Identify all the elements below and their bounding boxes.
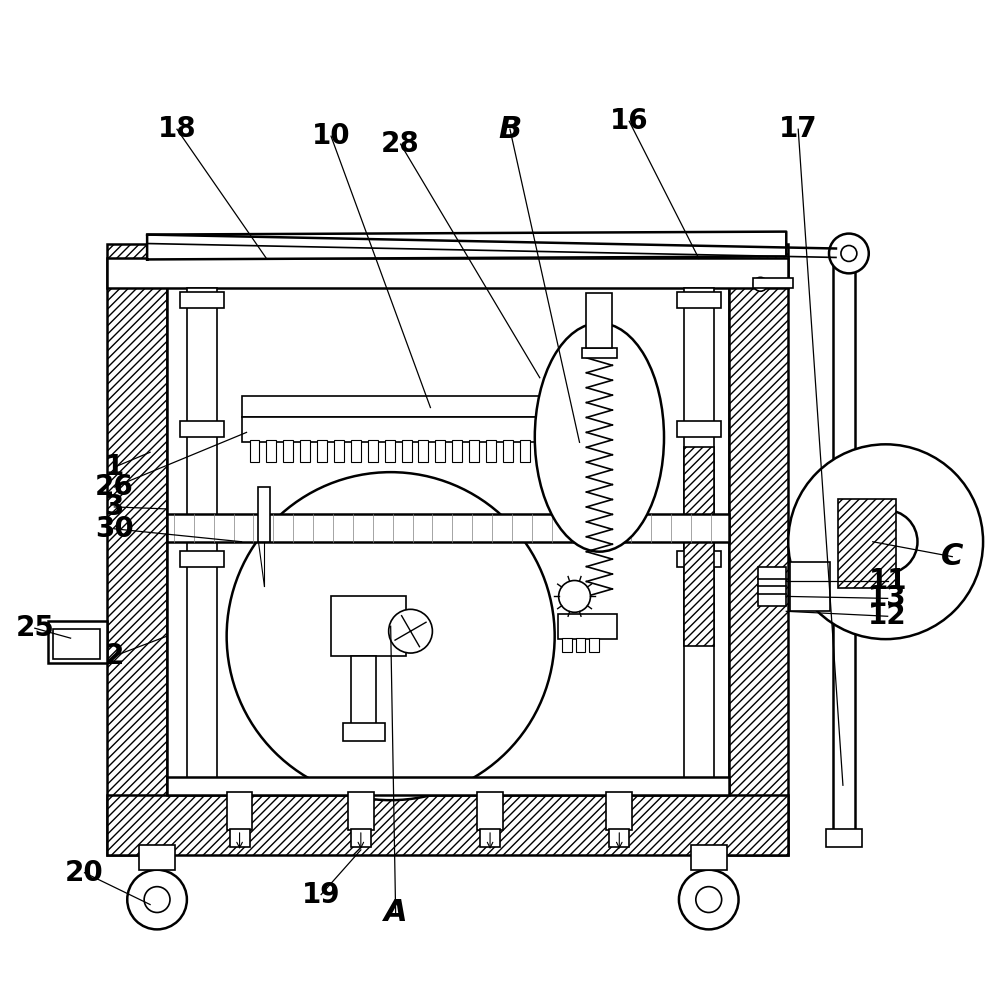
Bar [230,829,250,847]
Circle shape [696,887,722,912]
Bar [790,562,830,611]
Bar [418,440,428,462]
Bar [385,440,395,462]
Bar [107,244,167,855]
Bar [351,656,376,726]
Bar [402,440,412,462]
Bar [368,440,378,462]
Text: 18: 18 [158,115,196,143]
Bar [343,723,385,741]
Text: 16: 16 [610,107,649,135]
Bar [348,792,374,830]
Bar [729,244,788,855]
Bar [576,638,585,652]
Circle shape [753,277,767,291]
Bar [452,440,462,462]
Bar [586,293,612,348]
Bar [48,621,107,663]
Text: 10: 10 [312,122,350,150]
Bar [167,514,729,542]
Bar [753,278,793,288]
Bar [180,421,224,437]
Bar [677,292,721,308]
Text: 3: 3 [105,493,124,521]
Text: 26: 26 [95,473,134,501]
Bar [609,829,629,847]
Bar [242,417,599,442]
Circle shape [389,609,432,653]
Bar [677,421,721,437]
Text: 25: 25 [15,614,54,642]
Text: B: B [498,114,522,144]
Text: 13: 13 [868,584,907,612]
Circle shape [679,870,739,929]
Ellipse shape [535,323,664,552]
Bar [606,792,632,830]
Bar [582,348,617,358]
Bar [589,638,599,652]
Bar [826,829,862,847]
Bar [571,440,581,462]
Bar [758,567,786,606]
Bar [503,440,513,462]
Bar [331,596,406,656]
Bar [469,440,479,462]
Circle shape [788,444,983,639]
Text: 30: 30 [95,515,134,543]
Bar [537,440,547,462]
Bar [435,440,445,462]
Text: 12: 12 [868,602,907,630]
Text: 28: 28 [381,130,420,158]
Bar [477,792,503,830]
Bar [351,440,361,462]
Bar [587,440,597,462]
Bar [53,629,100,659]
Bar [107,258,788,288]
Bar [480,829,500,847]
Bar [300,440,310,462]
Circle shape [841,246,857,261]
Bar [351,829,371,847]
Bar [258,487,270,542]
Circle shape [854,510,917,574]
Bar [677,551,721,567]
Bar [562,638,572,652]
Bar [180,292,224,308]
Bar [139,845,175,870]
Bar [187,288,217,795]
Text: 1: 1 [105,453,124,481]
Bar [554,440,564,462]
Bar [558,614,617,639]
Text: 11: 11 [868,568,907,595]
Bar [684,447,714,646]
Text: 20: 20 [65,859,104,887]
Circle shape [829,234,869,273]
Bar [107,795,788,855]
Circle shape [144,887,170,912]
Text: 17: 17 [779,115,818,143]
Bar [266,440,276,462]
Bar [317,440,327,462]
Bar [180,551,224,567]
Text: 2: 2 [105,642,124,670]
Bar [167,777,729,795]
Circle shape [227,472,555,800]
Bar [684,288,714,795]
Bar [250,440,259,462]
Text: A: A [384,898,407,927]
Circle shape [559,580,590,612]
Bar [283,440,293,462]
Bar [838,499,896,588]
Text: C: C [941,542,963,572]
Bar [833,253,855,840]
Text: 19: 19 [302,881,340,909]
Polygon shape [147,232,786,259]
Circle shape [127,870,187,929]
Bar [242,396,599,417]
Bar [227,792,252,830]
Bar [691,845,727,870]
Bar [486,440,496,462]
Bar [520,440,530,462]
Bar [334,440,344,462]
